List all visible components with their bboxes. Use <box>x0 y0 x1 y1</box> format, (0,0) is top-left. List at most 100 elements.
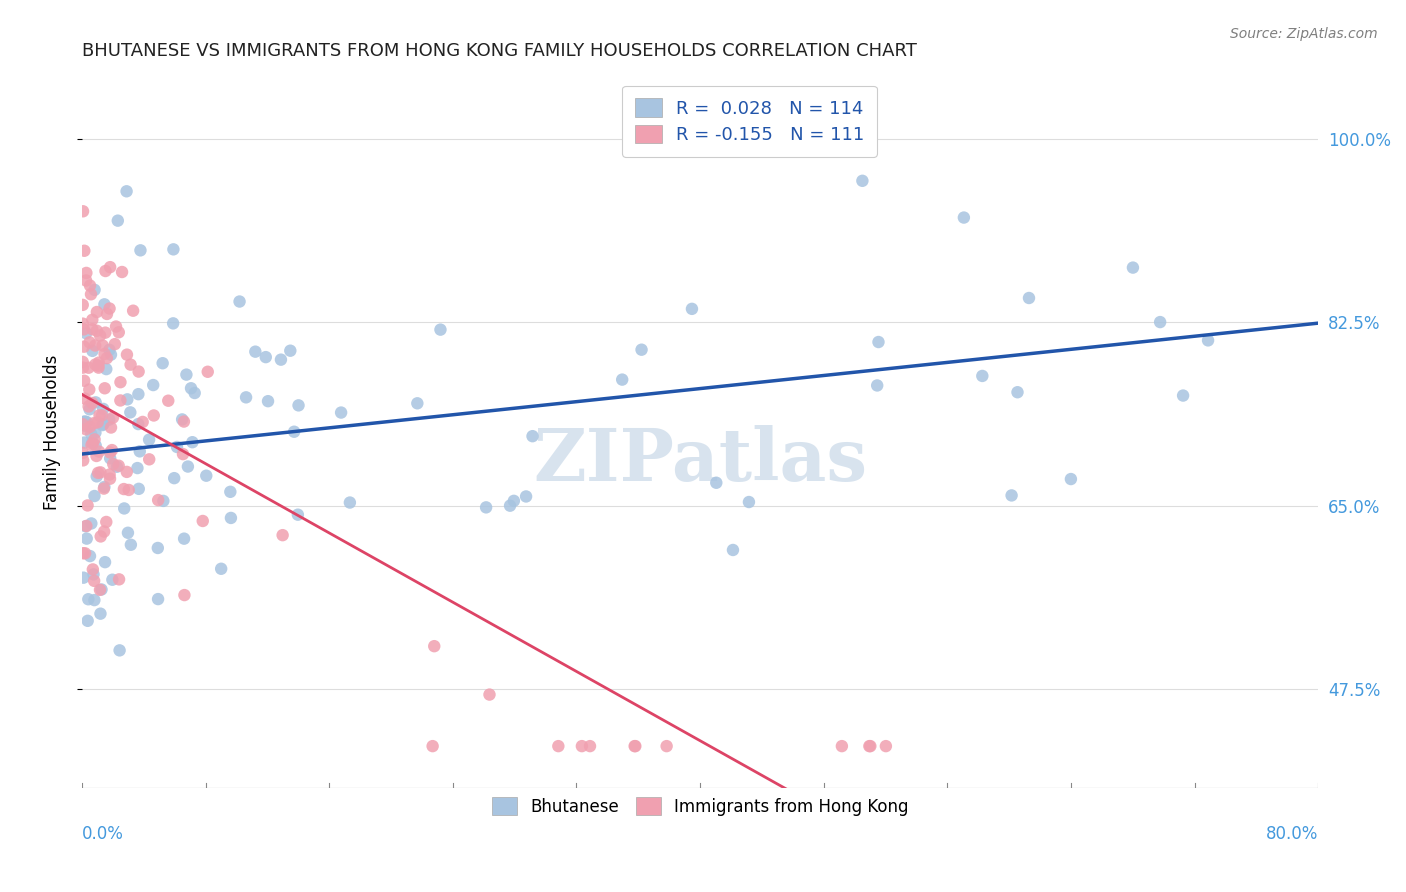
Point <box>681 301 703 316</box>
Point <box>1171 388 1194 402</box>
Point <box>86 324 108 338</box>
Point <box>87 359 110 373</box>
Point <box>107 458 129 473</box>
Point <box>80 427 103 442</box>
Point <box>87 356 110 370</box>
Point <box>72 417 94 432</box>
Point <box>98 467 121 482</box>
Point <box>94 326 117 340</box>
Point <box>72 546 94 560</box>
Point <box>93 480 115 494</box>
Point <box>110 393 132 408</box>
Point <box>176 368 198 382</box>
Point <box>166 440 188 454</box>
Point <box>953 211 976 225</box>
Point <box>623 739 645 753</box>
Point <box>172 412 194 426</box>
Point <box>129 244 152 258</box>
Point <box>115 348 138 362</box>
Point <box>91 401 114 416</box>
Point <box>107 213 129 227</box>
Point <box>87 360 110 375</box>
Point <box>271 528 294 542</box>
Point <box>868 334 890 349</box>
Point <box>82 322 104 336</box>
Point <box>91 417 114 432</box>
Point <box>502 493 524 508</box>
Point <box>84 395 107 409</box>
Point <box>197 365 219 379</box>
Point <box>1197 334 1219 348</box>
Point <box>96 307 118 321</box>
Point <box>579 739 602 753</box>
Point <box>91 418 114 433</box>
Point <box>83 574 105 588</box>
Point <box>330 406 353 420</box>
Point <box>162 317 184 331</box>
Point <box>339 495 361 509</box>
Point <box>429 323 451 337</box>
Point <box>72 298 94 312</box>
Point <box>84 358 107 372</box>
Point <box>152 356 174 370</box>
Point <box>630 343 652 357</box>
Point <box>89 607 111 621</box>
Point <box>86 416 108 430</box>
Point <box>84 439 107 453</box>
Point <box>93 297 115 311</box>
Point <box>111 265 134 279</box>
Point <box>127 461 149 475</box>
Point <box>875 739 897 753</box>
Point <box>173 532 195 546</box>
Point <box>515 490 537 504</box>
Point <box>287 398 309 412</box>
Point <box>72 453 94 467</box>
Point <box>98 301 121 316</box>
Point <box>173 415 195 429</box>
Point <box>195 468 218 483</box>
Point <box>72 355 94 369</box>
Point <box>866 378 889 392</box>
Point <box>209 562 232 576</box>
Point <box>87 444 110 458</box>
Point <box>98 472 121 486</box>
Point <box>75 546 97 560</box>
Point <box>131 415 153 429</box>
Point <box>128 365 150 379</box>
Point <box>94 264 117 278</box>
Point <box>138 452 160 467</box>
Point <box>94 555 117 569</box>
Point <box>72 571 94 585</box>
Point <box>104 337 127 351</box>
Point <box>83 489 105 503</box>
Point <box>146 493 169 508</box>
Point <box>499 499 522 513</box>
Point <box>257 394 280 409</box>
Point <box>122 303 145 318</box>
Point <box>127 387 149 401</box>
Point <box>120 358 142 372</box>
Point <box>72 317 94 331</box>
Point <box>228 294 250 309</box>
Point <box>128 444 150 458</box>
Point <box>120 405 142 419</box>
Point <box>83 567 105 582</box>
Point <box>93 381 115 395</box>
Point <box>93 524 115 539</box>
Point <box>96 351 118 366</box>
Point <box>120 538 142 552</box>
Point <box>79 335 101 350</box>
Point <box>478 688 501 702</box>
Point <box>738 495 761 509</box>
Point <box>177 459 200 474</box>
Point <box>655 739 678 753</box>
Point <box>72 415 94 429</box>
Point <box>112 482 135 496</box>
Point <box>75 273 97 287</box>
Point <box>79 420 101 434</box>
Point <box>83 283 105 297</box>
Point <box>87 466 110 480</box>
Point <box>100 420 122 434</box>
Point <box>82 396 104 410</box>
Point <box>100 348 122 362</box>
